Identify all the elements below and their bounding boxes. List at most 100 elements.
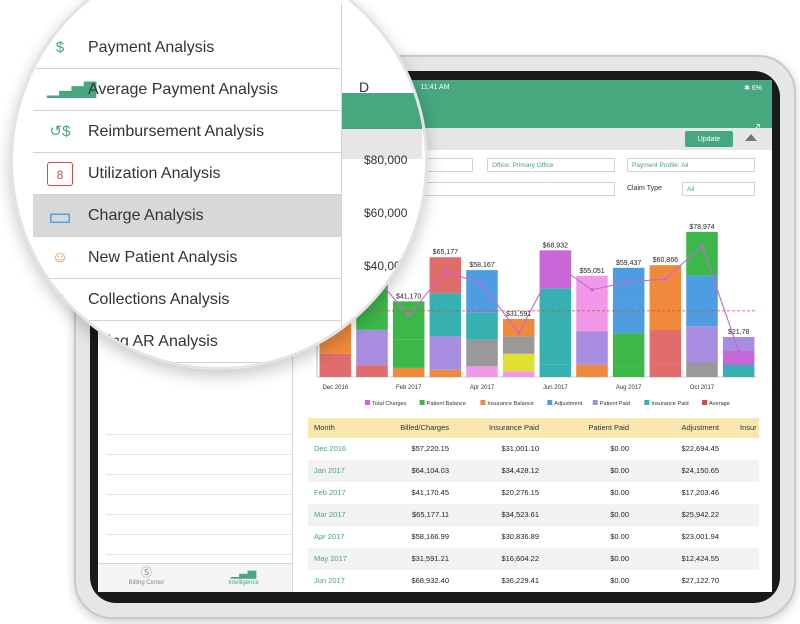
- legend-swatch: [592, 400, 598, 405]
- bar-segment: [686, 362, 718, 377]
- menu-item-reimbursement-analysis[interactable]: ↺$ Reimbursement Analysis: [33, 111, 341, 153]
- data-label: $31,591: [506, 311, 531, 318]
- cell-billed: $64,104.03: [411, 466, 449, 475]
- bar-segment: [539, 339, 572, 365]
- menu-item-aging-ar-analysis[interactable]: ≡ Aging AR Analysis: [33, 321, 341, 363]
- cell-billed: $31,591.21: [411, 554, 449, 563]
- table-row[interactable]: Jan 2017 $64,104.03 $34,428.12 $0.00 $24,150…: [308, 460, 759, 482]
- series-point: [590, 288, 594, 292]
- collapse-icon[interactable]: [745, 134, 757, 141]
- bar-segment: [539, 364, 572, 377]
- series-point: [700, 244, 704, 248]
- legend-swatch: [547, 400, 553, 405]
- bar-segment: [466, 312, 498, 340]
- menu-item-payment-analysis[interactable]: $ Payment Analysis: [33, 27, 341, 69]
- legend-label: Patient Paid: [600, 401, 630, 407]
- bar-segment: [686, 275, 718, 327]
- battery-indicator: ✱ 6%: [744, 85, 762, 92]
- cell-patient-paid: $0.00: [610, 532, 629, 541]
- menu-item-utilization-analysis[interactable]: 8 Utilization Analysis: [33, 153, 341, 195]
- data-label: $78,974: [689, 224, 714, 231]
- tab-intelligence-label: Intelligence: [228, 580, 259, 586]
- x-tick-label: Aug 2017: [616, 385, 642, 391]
- bar-segment: [722, 350, 755, 365]
- legend-swatch: [365, 400, 370, 405]
- legend-swatch: [419, 400, 425, 405]
- cell-month[interactable]: Dec 2016: [314, 444, 347, 453]
- cell-month[interactable]: Jan 2017: [314, 466, 345, 475]
- cell-month[interactable]: Apr 2017: [314, 532, 345, 541]
- bar-segment: [612, 300, 645, 334]
- cell-patient-paid: $0.00: [610, 510, 629, 519]
- y-tick-label: $40,000: [364, 259, 408, 273]
- table-row[interactable]: Jun 2017 $68,932.40 $36,229.41 $0.00 $27,122…: [308, 570, 759, 592]
- cell-month[interactable]: Feb 2017: [314, 488, 346, 497]
- cell-month[interactable]: May 2017: [314, 554, 347, 563]
- data-label: $55,051: [579, 268, 604, 275]
- cell-adjustment: $25,942.22: [681, 510, 719, 519]
- cell-adjustment: $24,150.65: [681, 466, 719, 475]
- bar-segment: [502, 353, 535, 372]
- table-row[interactable]: Feb 2017 $41,170.45 $20,276.15 $0.00 $17,203…: [308, 482, 759, 504]
- cell-insurance-paid: $36,229.41: [501, 576, 539, 585]
- tab-billing-center[interactable]: Ⓢ Billing Center: [98, 566, 195, 586]
- table-row[interactable]: Apr 2017 $58,166.99 $30,836.89 $0.00 $23,001…: [308, 526, 759, 548]
- cell-month[interactable]: Mar 2017: [314, 510, 346, 519]
- sidebar-divider: [106, 494, 292, 495]
- payment-icon: $: [55, 39, 65, 56]
- cell-billed: $41,170.45: [411, 488, 449, 497]
- menu-item-label: Charge Analysis: [88, 207, 204, 224]
- menu-item-average-payment-analysis[interactable]: ▁▃▅▇ Average Payment Analysis: [33, 69, 341, 111]
- cell-adjustment: $22,694.45: [681, 444, 719, 453]
- x-tick-label: Feb 2017: [396, 385, 422, 391]
- legend-label: Patient Balance: [427, 401, 466, 407]
- table-row[interactable]: Dec 2016 $57,220.15 $31,001.10 $0.00 $22,694…: [308, 438, 759, 460]
- bar-segment: [502, 371, 535, 377]
- claim-type-label: Claim Type: [627, 185, 662, 192]
- bar-segment: [466, 366, 498, 377]
- bar-segment: [649, 330, 682, 364]
- office-filter[interactable]: Office: Primary Office: [487, 158, 615, 172]
- payment-profile-filter[interactable]: Payment Profile: All: [627, 158, 755, 172]
- cell-patient-paid: $0.00: [610, 466, 629, 475]
- cell-insurance-paid: $34,523.61: [501, 510, 539, 519]
- menu-item-label: Collections Analysis: [88, 291, 230, 308]
- bar-segment: [612, 333, 645, 367]
- data-label: $68,932: [543, 242, 568, 249]
- cell-billed: $68,932.40: [411, 576, 449, 585]
- cell-month[interactable]: Jun 2017: [314, 576, 345, 585]
- menu-item-charge-analysis[interactable]: ▭ Charge Analysis: [33, 195, 341, 237]
- series-point: [480, 282, 484, 286]
- data-label: $59,437: [616, 260, 641, 267]
- table-row[interactable]: Mar 2017 $65,177.11 $34,523.61 $0.00 $25,942…: [308, 504, 759, 526]
- tab-intelligence[interactable]: ▁▃▅ Intelligence: [195, 566, 292, 586]
- legend-label: Average: [709, 401, 730, 407]
- dollar-circle-icon: Ⓢ: [141, 567, 152, 579]
- magnified-filter-bar: [342, 129, 422, 159]
- menu-item-new-patient-analysis[interactable]: ☺ New Patient Analysis: [33, 237, 341, 279]
- bar-segment: [576, 364, 608, 377]
- header-adjustment: Adjustment: [681, 423, 719, 432]
- menu-item-label: Aging AR Analysis: [88, 333, 218, 350]
- sidebar-divider: [106, 474, 292, 475]
- magnified-app-header: [342, 93, 422, 129]
- legend-label: Total Charges: [372, 401, 407, 407]
- x-tick-label: Oct 2017: [690, 385, 715, 391]
- update-button[interactable]: Update: [685, 131, 733, 147]
- header-billed: Billed/Charges: [400, 423, 449, 432]
- y-tick-label: $80,000: [364, 153, 408, 167]
- menu-item-collections-analysis[interactable]: $ Collections Analysis: [33, 279, 341, 321]
- sidebar-divider: [106, 534, 292, 535]
- table-row[interactable]: May 2017 $31,591.21 $16,604.22 $0.00 $12,424…: [308, 548, 759, 570]
- x-tick-label: Jun 2017: [543, 385, 568, 391]
- magnifier-overlay: $ Payment Analysis ▁▃▅▇ Average Payment Ana…: [10, 0, 428, 370]
- refund-dollar-icon: ↺$: [49, 123, 71, 140]
- cell-insurance-paid: $34,428.12: [501, 466, 539, 475]
- money-bag-icon: $: [55, 291, 65, 308]
- claim-type-filter[interactable]: All: [682, 182, 755, 196]
- legend-swatch: [480, 400, 486, 405]
- bar-segment: [392, 367, 425, 377]
- sidebar-divider: [106, 454, 292, 455]
- cell-billed: $57,220.15: [411, 444, 449, 453]
- bar-segment: [429, 369, 462, 377]
